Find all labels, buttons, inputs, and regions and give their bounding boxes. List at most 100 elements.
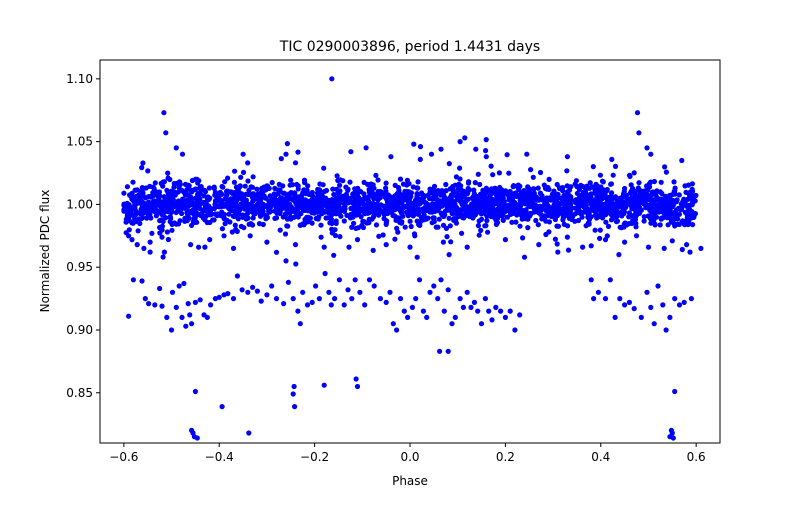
- band-point: [617, 224, 623, 230]
- data-point: [645, 244, 652, 250]
- data-point: [254, 288, 260, 294]
- data-point: [221, 233, 227, 239]
- data-point: [163, 130, 169, 136]
- band-point: [288, 189, 294, 196]
- band-point: [518, 202, 524, 209]
- data-point: [292, 242, 299, 248]
- band-point: [308, 205, 315, 211]
- data-point: [316, 296, 322, 302]
- y-tick-label: 0.95: [66, 260, 93, 274]
- data-point: [638, 314, 644, 320]
- band-point: [305, 183, 311, 189]
- band-point: [297, 203, 303, 209]
- data-point: [349, 296, 355, 302]
- band-point: [308, 197, 314, 203]
- data-point: [159, 303, 165, 309]
- data-point: [616, 252, 622, 258]
- band-point: [293, 261, 299, 267]
- band-point: [444, 234, 450, 240]
- data-point: [292, 404, 298, 410]
- data-point: [493, 304, 499, 310]
- band-point: [196, 212, 202, 218]
- data-point: [483, 154, 489, 160]
- band-point: [478, 227, 484, 233]
- band-point: [349, 224, 355, 230]
- band-point: [497, 197, 503, 203]
- data-point: [411, 141, 417, 147]
- band-point: [245, 160, 251, 166]
- band-point: [272, 197, 278, 203]
- band-point: [608, 181, 615, 187]
- band-point: [157, 230, 163, 236]
- band-point: [158, 207, 164, 213]
- band-point: [330, 186, 336, 192]
- band-point: [453, 174, 459, 180]
- band-point: [323, 187, 330, 194]
- y-tick-label: 0.90: [66, 323, 93, 337]
- data-point: [246, 430, 252, 436]
- band-point: [519, 216, 525, 222]
- band-point: [361, 191, 367, 197]
- data-point: [687, 249, 693, 255]
- band-point: [254, 192, 260, 198]
- data-point: [230, 296, 237, 302]
- band-point: [563, 198, 569, 204]
- band-point: [587, 207, 593, 214]
- band-point: [480, 196, 486, 202]
- x-tick-label: −0.6: [109, 450, 138, 464]
- band-point: [484, 188, 490, 194]
- band-point: [668, 198, 674, 204]
- band-point: [292, 160, 299, 166]
- band-point: [232, 168, 238, 174]
- band-point: [448, 203, 454, 209]
- data-point: [512, 327, 518, 333]
- band-point: [476, 232, 482, 238]
- band-point: [385, 192, 391, 198]
- data-point: [669, 238, 675, 244]
- band-point: [338, 213, 344, 219]
- data-point: [672, 388, 678, 395]
- data-point: [147, 239, 153, 245]
- band-point: [237, 184, 243, 190]
- band-point: [145, 168, 151, 174]
- y-tick-label: 0.85: [66, 386, 93, 400]
- band-point: [610, 172, 616, 178]
- band-point: [537, 169, 544, 176]
- band-point: [490, 172, 496, 178]
- band-point: [165, 175, 171, 181]
- band-point: [149, 230, 155, 236]
- data-point: [634, 110, 641, 116]
- band-point: [533, 217, 539, 224]
- band-point: [284, 141, 290, 147]
- band-point: [388, 202, 394, 208]
- band-point: [546, 176, 552, 182]
- band-point: [428, 204, 434, 210]
- band-point: [533, 208, 539, 214]
- data-point: [161, 249, 167, 255]
- data-point: [216, 294, 222, 300]
- band-point: [582, 196, 588, 202]
- band-point: [353, 201, 359, 207]
- band-point: [222, 221, 228, 227]
- data-point: [437, 348, 443, 354]
- band-point: [218, 200, 224, 206]
- data-point: [371, 283, 377, 289]
- band-point: [457, 195, 463, 202]
- band-point: [608, 207, 614, 213]
- band-point: [459, 230, 465, 236]
- data-point: [667, 314, 673, 320]
- band-point: [301, 177, 308, 183]
- data-point: [414, 254, 420, 260]
- data-point: [648, 151, 654, 157]
- band-point: [383, 208, 389, 214]
- data-point: [192, 388, 198, 395]
- data-point: [602, 296, 609, 302]
- band-point: [153, 198, 159, 205]
- band-point: [201, 200, 207, 206]
- band-point: [168, 215, 174, 222]
- band-point: [442, 196, 448, 202]
- band-point: [656, 205, 662, 211]
- band-point: [263, 187, 269, 193]
